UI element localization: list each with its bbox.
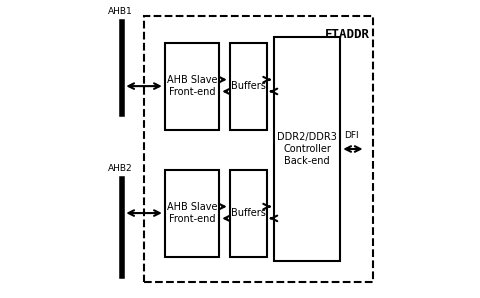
Text: AHB2: AHB2 <box>108 164 133 173</box>
Text: DDR2/DDR3
Controller
Back-end: DDR2/DDR3 Controller Back-end <box>277 132 337 166</box>
Text: DFI: DFI <box>344 131 359 140</box>
Text: Buffers: Buffers <box>231 208 265 218</box>
FancyBboxPatch shape <box>229 43 266 130</box>
Text: AHB1: AHB1 <box>108 7 133 16</box>
Text: AHB Slave
Front-end: AHB Slave Front-end <box>167 202 217 224</box>
FancyBboxPatch shape <box>274 37 340 261</box>
Text: FTADDR: FTADDR <box>325 28 370 41</box>
Text: Buffers: Buffers <box>231 81 265 91</box>
Text: AHB Slave
Front-end: AHB Slave Front-end <box>167 75 217 97</box>
FancyBboxPatch shape <box>165 170 219 257</box>
FancyBboxPatch shape <box>165 43 219 130</box>
FancyBboxPatch shape <box>229 170 266 257</box>
